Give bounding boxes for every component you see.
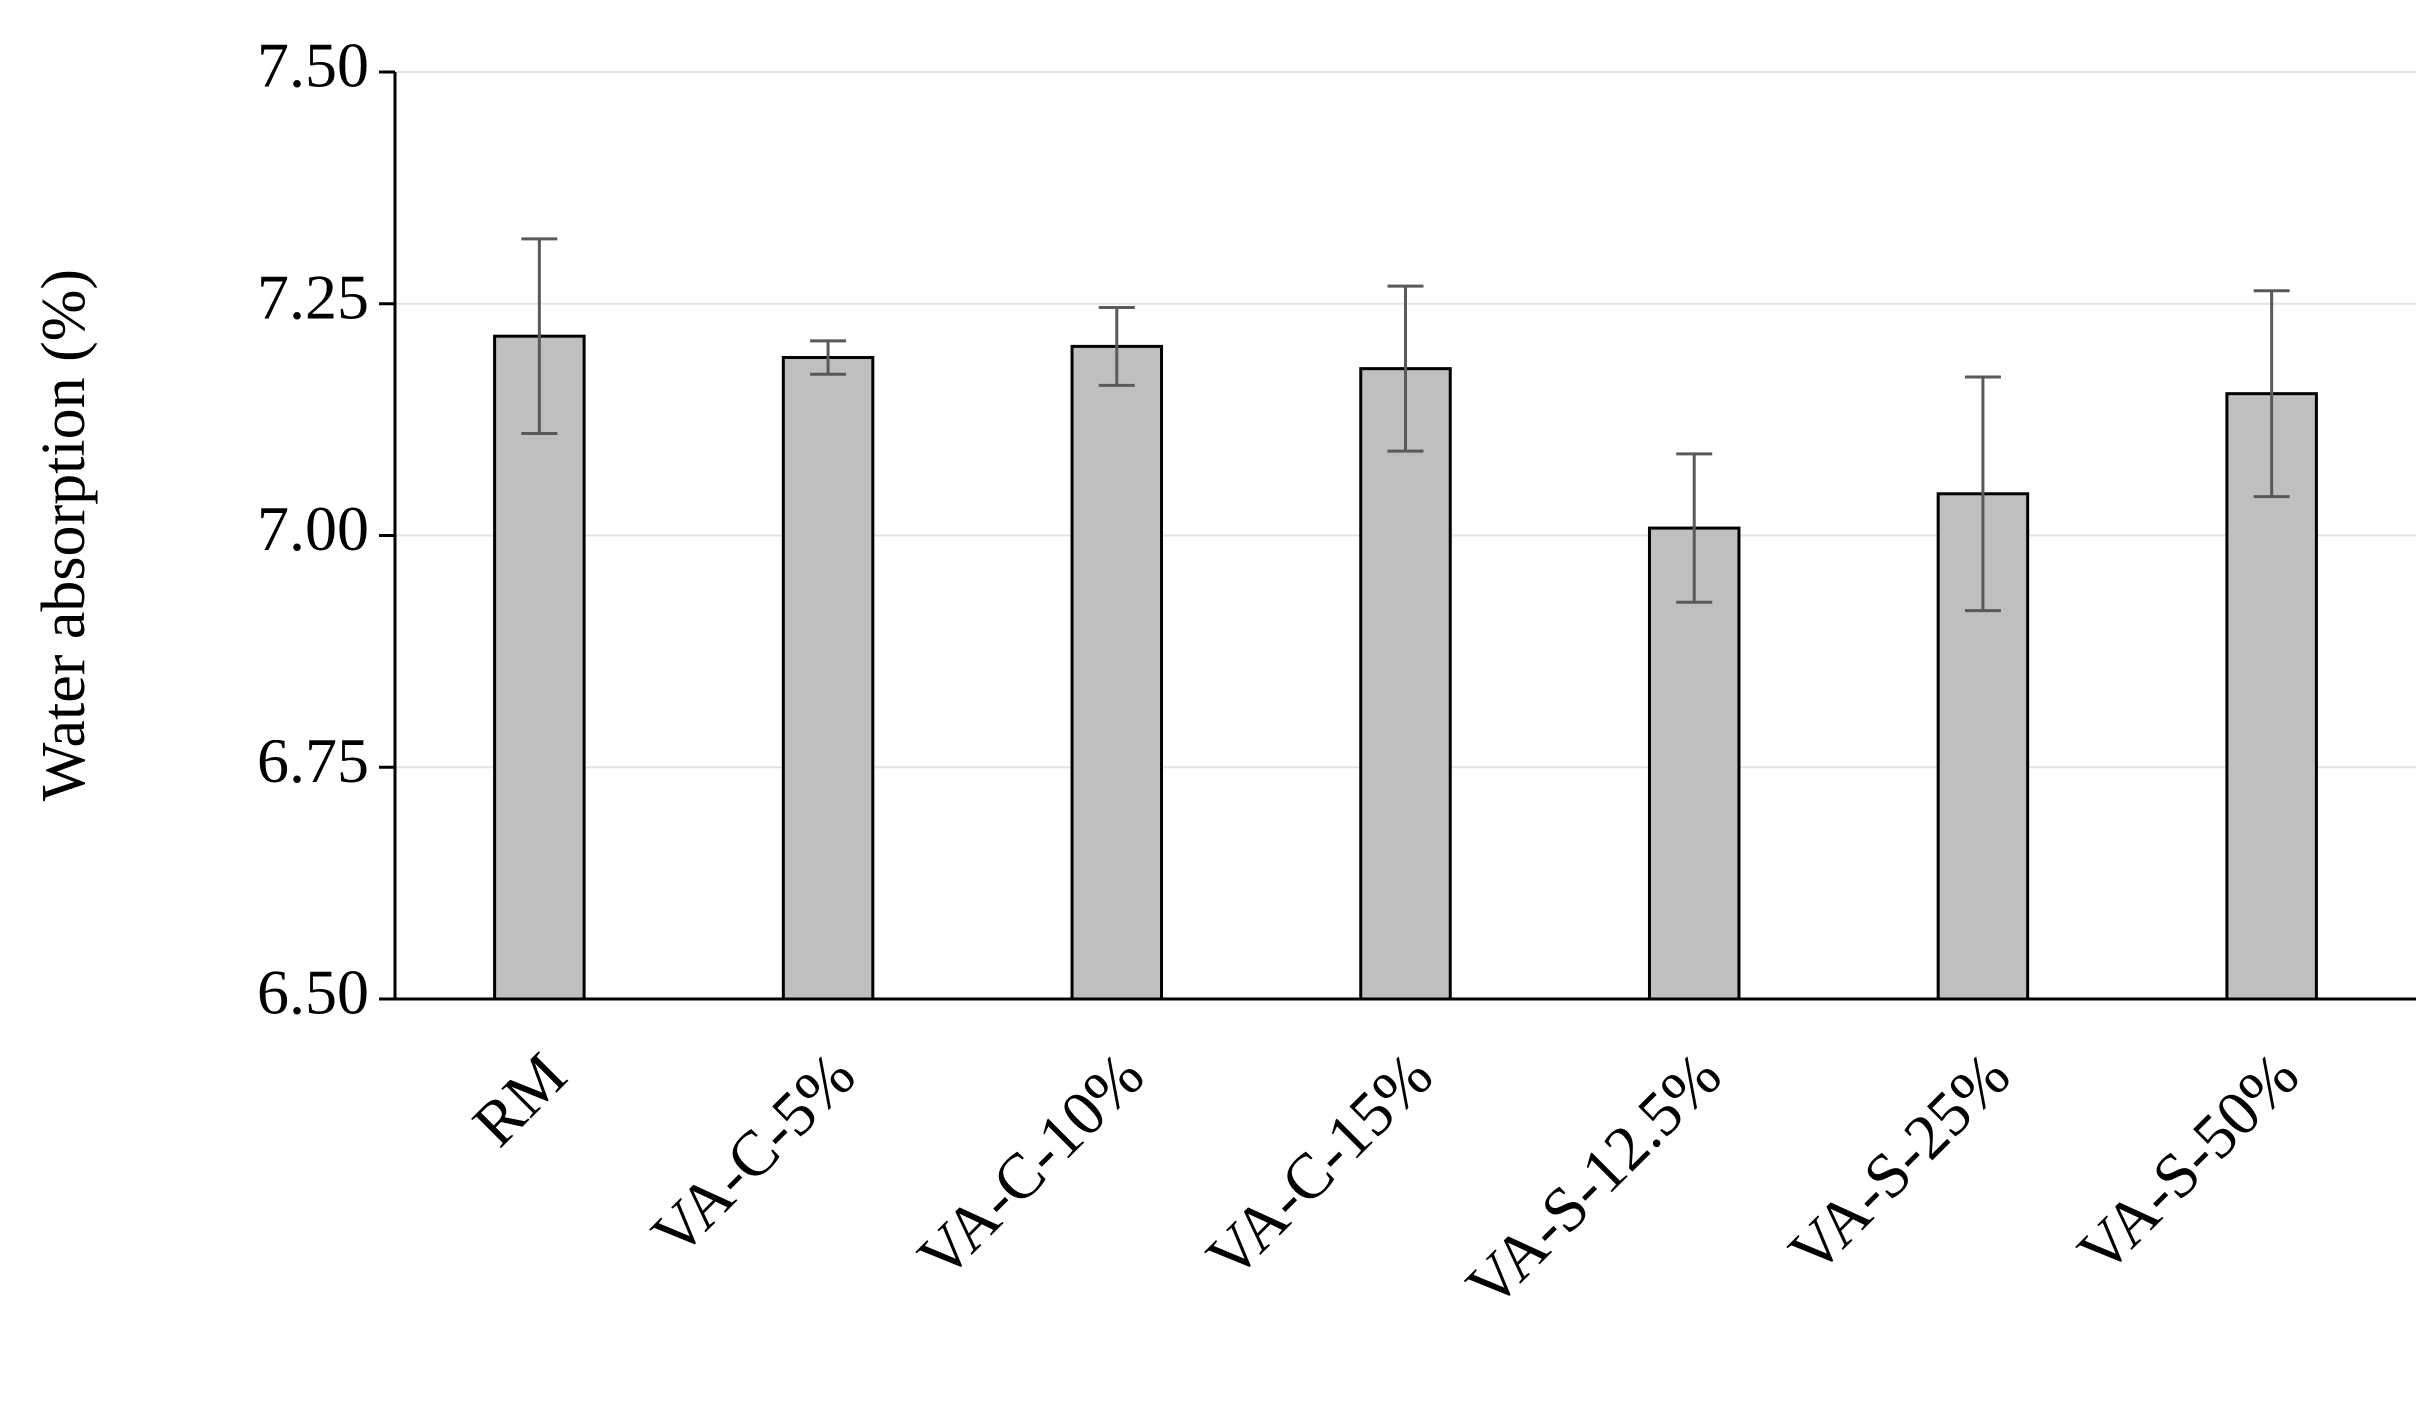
x-tick-label: VA-S-50%: [2064, 1039, 2312, 1287]
x-tick-label: RM: [459, 1039, 580, 1160]
y-tick-label: 6.50: [257, 957, 369, 1028]
x-tick-label: VA-C-15%: [1193, 1039, 1446, 1292]
bar: [1359, 367, 1452, 1001]
error-bar: [521, 237, 558, 436]
bar: [493, 334, 586, 1001]
y-tick-label: 7.00: [257, 493, 369, 564]
y-tick-label: 7.50: [257, 30, 369, 101]
error-bar: [1676, 452, 1713, 604]
error-bar: [1964, 375, 2001, 613]
error-bar: [810, 339, 847, 376]
bar: [781, 356, 875, 1001]
x-tick-label: VA-S-12.5%: [1453, 1039, 1735, 1321]
x-tick-label: VA-C-10%: [904, 1039, 1157, 1292]
x-tick-label: VA-S-25%: [1775, 1039, 2023, 1287]
error-bar: [1387, 284, 1424, 453]
bar: [1070, 344, 1164, 1001]
y-tick-label: 6.75: [257, 725, 369, 796]
x-tick-label: VA-C-5%: [638, 1039, 868, 1269]
error-bar: [2253, 289, 2290, 499]
y-axis-label: Water absorption (%): [30, 269, 98, 801]
error-bar: [1098, 305, 1135, 387]
y-tick-label: 7.25: [257, 261, 369, 332]
